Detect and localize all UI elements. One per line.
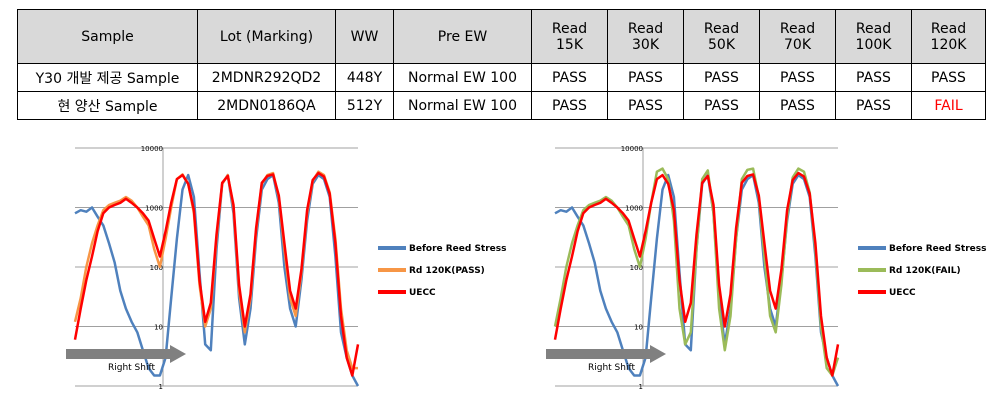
cell-ww: 448Y [335, 63, 394, 92]
y-tick-label: 10000 [621, 145, 643, 153]
legend-label: UECC [409, 288, 436, 298]
y-tick-label: 100 [630, 264, 643, 272]
cell-lot: 2MDN0186QA [197, 91, 336, 120]
y-tick-label: 10 [154, 324, 163, 332]
header-sample: Sample [17, 9, 198, 64]
header-read-120k: Read 120K [911, 9, 986, 64]
cell-pre-ew: Normal EW 100 [393, 63, 532, 92]
results-table: Sample Lot (Marking) WW Pre EW Read 15K … [17, 9, 986, 120]
table-header-row: Sample Lot (Marking) WW Pre EW Read 15K … [17, 9, 986, 64]
y-tick-label: 10 [634, 324, 643, 332]
chart-right: 10000 1000 100 10 1 Right Shift Before Reed St… [546, 145, 987, 391]
annotation-right-shift: Right Shift [108, 363, 155, 373]
y-tick-label: 1000 [625, 205, 643, 213]
annotation-right-shift: Right Shift [588, 363, 635, 373]
cell-lot: 2MDNR292QD2 [197, 63, 336, 92]
cell-sample: Y30 개발 제공 Sample [17, 63, 198, 92]
cell-read-100k: PASS [835, 63, 912, 92]
cell-read-50k: PASS [683, 91, 760, 120]
header-read-30k: Read 30K [607, 9, 684, 64]
header-pre-ew: Pre EW [393, 9, 532, 64]
legend-label: UECC [889, 288, 916, 298]
header-read-15k: Read 15K [531, 9, 608, 64]
table-row: Y30 개발 제공 Sample 2MDNR292QD2 448Y Normal… [17, 63, 986, 92]
legend-label: Rd 120K(PASS) [409, 266, 485, 276]
header-read-50k: Read 50K [683, 9, 760, 64]
legend-label: Rd 120K(FAIL) [889, 266, 961, 276]
cell-read-30k: PASS [607, 91, 684, 120]
cell-pre-ew: Normal EW 100 [393, 91, 532, 120]
header-read-70k: Read 70K [759, 9, 836, 64]
cell-read-30k: PASS [607, 63, 684, 92]
cell-ww: 512Y [335, 91, 394, 120]
chart-left: 10000 1000 100 10 1 Right Shift Before Reed St… [66, 145, 507, 391]
series-line-2 [73, 171, 360, 377]
cell-read-120k: PASS [911, 63, 986, 92]
cell-read-100k: PASS [835, 91, 912, 120]
y-tick-label: 1 [159, 383, 163, 391]
header-ww: WW [335, 9, 394, 64]
header-lot: Lot (Marking) [197, 9, 336, 64]
y-tick-label: 1 [639, 383, 643, 391]
right-shift-arrow-body [66, 349, 170, 359]
right-shift-arrow-head [650, 345, 666, 363]
table-row: 현 양산 Sample 2MDN0186QA 512Y Normal EW 10… [17, 91, 986, 120]
right-shift-arrow-head [170, 345, 186, 363]
series-line-2 [553, 171, 840, 377]
cell-read-50k: PASS [683, 63, 760, 92]
cell-read-15k: PASS [531, 91, 608, 120]
legend-label: Before Reed Stress [409, 244, 507, 254]
cell-read-70k: PASS [759, 91, 836, 120]
y-tick-label: 10000 [141, 145, 163, 153]
y-tick-label: 100 [150, 264, 163, 272]
header-read-100k: Read 100K [835, 9, 912, 64]
cell-sample: 현 양산 Sample [17, 91, 198, 120]
legend-label: Before Reed Stress [889, 244, 987, 254]
cell-read-70k: PASS [759, 63, 836, 92]
cell-read-120k: FAIL [911, 91, 986, 120]
right-shift-arrow-body [546, 349, 650, 359]
cell-read-15k: PASS [531, 63, 608, 92]
y-tick-label: 1000 [145, 205, 163, 213]
